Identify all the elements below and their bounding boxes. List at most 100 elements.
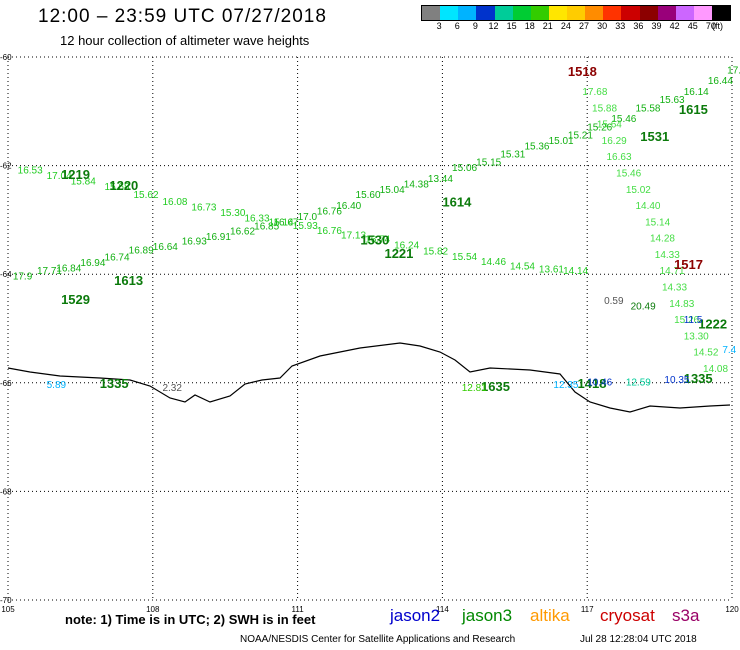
pass-time-label: 1518: [568, 64, 597, 79]
swh-value-label: 15.46: [616, 168, 641, 179]
colorbar-tick-label: 18: [524, 21, 535, 31]
swh-value-label: 15.36: [524, 141, 549, 152]
colorbar-tick-label: 39: [651, 21, 662, 31]
footer-note: note: 1) Time is in UTC; 2) SWH is in fe…: [65, 612, 316, 627]
colorbar-tick-label: 12: [488, 21, 499, 31]
colorbar-unit: (ft): [712, 21, 723, 31]
swh-value-label: 13.44: [428, 174, 453, 185]
lat-label: -66: [0, 379, 12, 388]
swh-value-label: 14.83: [669, 299, 694, 310]
colorbar-swatch: [693, 6, 712, 20]
swh-value-label: 12.81: [462, 383, 487, 394]
swh-value-label: 15.93: [293, 221, 318, 232]
swh-value-label: 14.33: [662, 282, 687, 293]
lat-label: -60: [0, 53, 12, 62]
colorbar-tick-label: 24: [560, 21, 571, 31]
pass-time-label: 1635: [481, 379, 510, 394]
swh-value-label: 15.15: [476, 158, 501, 169]
map-title: 12:00 – 23:59 UTC 07/27/2018: [38, 6, 327, 27]
lon-label: 120: [725, 605, 739, 614]
pass-time-label: 1221: [384, 246, 413, 261]
colorbar-swatch: [585, 6, 604, 20]
swh-value-label: 14.46: [481, 257, 506, 268]
lon-label: 105: [1, 605, 15, 614]
satellite-jason3: jason3: [462, 606, 513, 625]
swh-value-label: 15.14: [269, 217, 294, 228]
swh-value-label: 15.21: [568, 130, 593, 141]
colorbar-swatch: [512, 6, 531, 20]
lat-label: -70: [0, 596, 12, 605]
swh-value-label: 14.28: [650, 234, 675, 245]
pass-time-label: 1529: [61, 292, 90, 307]
swh-value-label: 15.04: [380, 185, 405, 196]
swh-value-label: 15.63: [660, 95, 685, 106]
swh-value-label: 17.71: [37, 266, 62, 277]
swh-value-label: 15.68: [105, 182, 130, 193]
satellite-altika: altika: [530, 606, 570, 625]
swh-value-label: 14.40: [635, 201, 660, 212]
swh-value-label: 16.76: [317, 206, 342, 217]
pass-time-label: 1531: [640, 129, 669, 144]
colorbar-tick-label: 42: [669, 21, 680, 31]
swh-value-label: 16.64: [153, 242, 178, 253]
swh-value-label: 16.89: [129, 246, 154, 257]
swh-value-label: 14.54: [510, 261, 535, 272]
lon-label: 117: [581, 605, 594, 614]
swh-value-label: 17.9: [13, 272, 33, 283]
swh-value-label: 12.59: [626, 378, 651, 389]
swh-value-label: 16.24: [394, 241, 419, 252]
swh-value-label: 16.40: [336, 201, 361, 212]
swh-value-label: 15.02: [626, 185, 651, 196]
colorbar-swatch: [458, 6, 477, 20]
swh-value-label: 7.4: [722, 345, 736, 356]
swh-value-label: 15.30: [220, 208, 245, 219]
pass-time-label: 1222: [698, 317, 727, 332]
swh-value-label: 15.46: [611, 114, 636, 125]
pass-time-label: 1220: [109, 178, 138, 193]
colorbar-swatch: [494, 6, 513, 20]
swh-value-label: 17.0: [298, 212, 318, 223]
pass-time-label: 1335: [684, 371, 713, 386]
colorbar-swatch: [548, 6, 567, 20]
swh-value-label: 15.26: [674, 315, 699, 326]
swh-value-label: 16.73: [191, 203, 216, 214]
swh-value-label: 12.35: [553, 380, 578, 391]
swh-value-label: 16.53: [18, 166, 43, 177]
swh-value-label: 13.30: [684, 331, 709, 342]
pass-time-label: 1517: [674, 257, 703, 272]
swh-value-label: 17.04: [47, 171, 72, 182]
colorbar-swatch: [603, 6, 622, 20]
lon-label: 111: [292, 605, 305, 614]
colorbar-swatch: [567, 6, 586, 20]
swh-value-label: 17.0: [727, 65, 740, 76]
colorbar-tick-label: 3: [436, 21, 442, 31]
swh-value-label: 16.67: [273, 217, 298, 228]
swh-value-label: 15.64: [597, 120, 622, 131]
lat-label: -62: [0, 162, 12, 171]
colorbar-swatch: [440, 6, 459, 20]
swh-value-label: 16.74: [105, 253, 130, 264]
colorbar-swatch: [422, 6, 441, 20]
colorbar-swatch: [639, 6, 658, 20]
swh-value-label: 17.68: [582, 87, 607, 98]
colorbar-labels: 3 6 9 12 15 18 21 24 27 30 33 36 39 42 45 70: [421, 21, 731, 33]
swh-value-label: 16.94: [80, 258, 105, 269]
colorbar-tick-label: 33: [615, 21, 626, 31]
colorbar-swatch: [675, 6, 694, 20]
pass-time-label: 1530: [360, 232, 389, 247]
swh-value-label: 16.76: [317, 226, 342, 237]
pass-time-label: 1615: [679, 102, 708, 117]
swh-value-label: 16.74: [365, 235, 390, 246]
colorbar-swatch: [657, 6, 676, 20]
lon-label: 108: [146, 605, 160, 614]
swh-value-label: 16.08: [162, 197, 187, 208]
colorbar-tick-label: 6: [454, 21, 460, 31]
swh-value-label: 16.63: [607, 152, 632, 163]
swh-value-label: 15.26: [587, 122, 612, 133]
colorbar-tick-label: 27: [579, 21, 590, 31]
swh-value-label: 16.33: [245, 214, 270, 225]
swh-value-label: 15.88: [592, 103, 617, 114]
antarctic-coastline: [7, 342, 731, 413]
swh-value-label: 16.93: [182, 236, 207, 247]
